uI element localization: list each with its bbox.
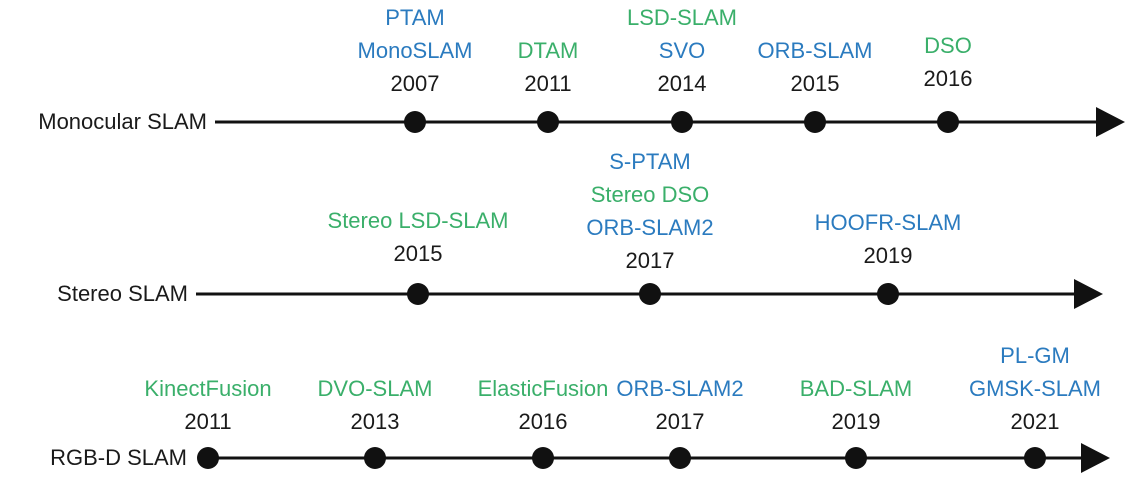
event-dot (671, 111, 693, 133)
event-year: 2019 (832, 409, 881, 434)
method-name: PTAM (385, 5, 444, 30)
method-name: Stereo LSD-SLAM (328, 208, 509, 233)
method-name: ElasticFusion (478, 376, 609, 401)
method-name: ORB-SLAM (758, 38, 873, 63)
event-dot (404, 111, 426, 133)
timeline-label: Stereo SLAM (57, 281, 188, 306)
event-year: 2017 (656, 409, 705, 434)
method-name: MonoSLAM (358, 38, 473, 63)
method-name: KinectFusion (144, 376, 271, 401)
timeline-arrow (1096, 107, 1125, 137)
event-dot (1024, 447, 1046, 469)
timeline-arrow (1081, 443, 1110, 473)
method-name: S-PTAM (609, 149, 690, 174)
event-dot (877, 283, 899, 305)
event-year: 2017 (626, 248, 675, 273)
event-year: 2015 (791, 71, 840, 96)
event-year: 2011 (524, 71, 571, 96)
method-name: DTAM (518, 38, 579, 63)
method-name: LSD-SLAM (627, 5, 737, 30)
event-year: 2011 (184, 409, 231, 434)
timeline-label: RGB-D SLAM (50, 445, 187, 470)
event-year: 2014 (658, 71, 707, 96)
method-name: SVO (659, 38, 705, 63)
method-name: PL-GM (1000, 343, 1070, 368)
event-year: 2013 (351, 409, 400, 434)
event-dot (937, 111, 959, 133)
method-name: GMSK-SLAM (969, 376, 1101, 401)
method-name: ORB-SLAM2 (586, 215, 713, 240)
event-year: 2021 (1011, 409, 1060, 434)
event-dot (532, 447, 554, 469)
event-dot (197, 447, 219, 469)
event-dot (669, 447, 691, 469)
event-dot (639, 283, 661, 305)
event-dot (804, 111, 826, 133)
timeline-label: Monocular SLAM (38, 109, 207, 134)
method-name: BAD-SLAM (800, 376, 912, 401)
timeline-arrow (1074, 279, 1103, 309)
method-name: DVO-SLAM (318, 376, 433, 401)
event-year: 2016 (519, 409, 568, 434)
method-name: ORB-SLAM2 (616, 376, 743, 401)
method-name: DSO (924, 33, 972, 58)
event-dot (407, 283, 429, 305)
method-name: Stereo DSO (591, 182, 710, 207)
event-year: 2019 (864, 243, 913, 268)
method-name: HOOFR-SLAM (815, 210, 962, 235)
event-year: 2015 (394, 241, 443, 266)
event-year: 2007 (391, 71, 440, 96)
event-dot (537, 111, 559, 133)
event-year: 2016 (924, 66, 973, 91)
event-dot (364, 447, 386, 469)
event-dot (845, 447, 867, 469)
